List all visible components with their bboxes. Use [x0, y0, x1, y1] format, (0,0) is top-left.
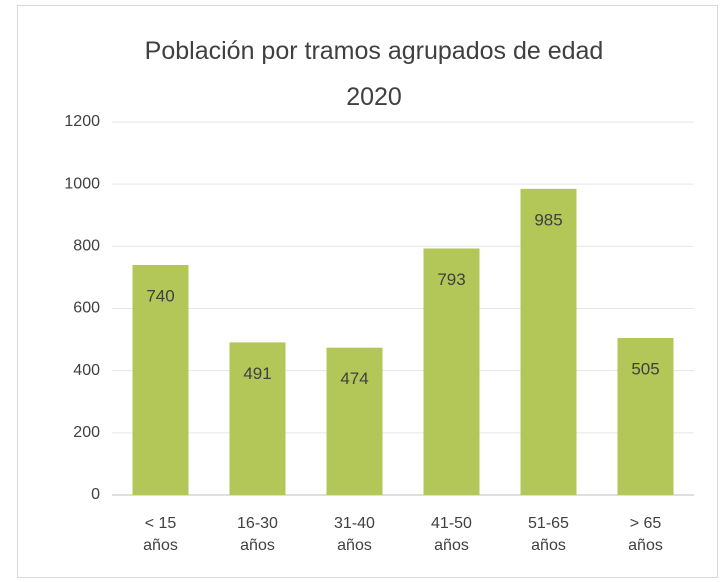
data-label: 505 [631, 360, 659, 379]
bar [326, 347, 383, 495]
bar [132, 264, 189, 495]
x-tick-label: 41-50 años [431, 515, 472, 554]
bar [423, 248, 480, 495]
bar [617, 338, 674, 495]
data-label: 474 [340, 369, 368, 388]
x-tick-label: < 15 años [143, 515, 178, 554]
chart-title: Población por tramos agrupados de edad 2… [144, 37, 604, 111]
data-label: 985 [534, 210, 562, 229]
y-tick-label: 0 [91, 486, 100, 503]
data-label: 740 [146, 286, 174, 305]
x-tick-label: 31-40 años [334, 515, 375, 554]
bar [520, 188, 577, 495]
y-tick-label: 400 [73, 362, 100, 379]
y-tick-label: 1000 [64, 175, 100, 192]
y-tick-label: 800 [73, 238, 100, 255]
x-tick-label: 16-30 años [237, 515, 278, 554]
data-label: 793 [437, 270, 465, 289]
x-tick-label: 51-65 años [528, 515, 569, 554]
x-tick-label: > 65 años [628, 515, 663, 554]
bar [229, 342, 286, 495]
y-tick-label: 600 [73, 300, 100, 317]
y-tick-label: 200 [73, 424, 100, 441]
y-tick-label: 1200 [64, 113, 100, 130]
data-label: 491 [243, 364, 271, 383]
